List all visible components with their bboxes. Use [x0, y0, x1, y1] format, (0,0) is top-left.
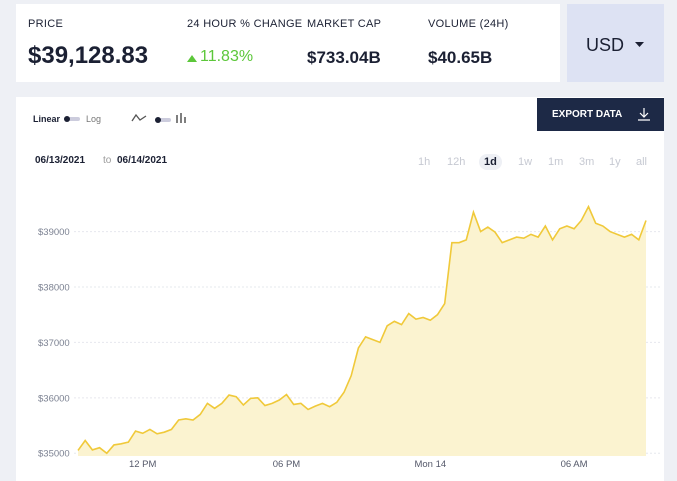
range-button[interactable]: 1m	[548, 156, 564, 168]
download-icon	[638, 108, 650, 121]
change: 11.83%	[200, 48, 254, 65]
range-button[interactable]: 12h	[447, 156, 466, 168]
range-button[interactable]: 1h	[418, 156, 431, 168]
market-cap: $733.04B	[307, 48, 381, 67]
y-tick-label: $38000	[38, 282, 70, 293]
export-label: EXPORT DATA	[552, 109, 623, 120]
stats-card: PRICE $39,128.83 24 HOUR % CHANGE 11.83%…	[16, 4, 560, 82]
currency: USD	[586, 35, 625, 55]
volume: $40.65B	[428, 48, 493, 67]
linear-toggle[interactable]: Linear	[33, 114, 61, 124]
range-button[interactable]: 1w	[518, 156, 533, 168]
caret	[635, 42, 644, 47]
log-toggle[interactable]: Log	[86, 114, 102, 124]
x-tick-label: 06 PM	[273, 459, 301, 470]
date-separator: to	[103, 155, 112, 166]
x-tick-label: Mon 14	[414, 459, 446, 470]
range-button[interactable]: 1d	[479, 154, 502, 170]
change-label: 24 HOUR % CHANGE	[187, 18, 303, 30]
volume-label: VOLUME (24H)	[428, 18, 509, 30]
y-tick-label: $36000	[38, 393, 70, 404]
y-tick-label: $39000	[38, 227, 70, 238]
date-from[interactable]: 06/13/2021	[35, 155, 86, 166]
date-to[interactable]: 06/14/2021	[117, 155, 168, 166]
market-cap-label: MARKET CAP	[307, 18, 382, 30]
range-button[interactable]: 3m	[579, 156, 595, 168]
range-button[interactable]: all	[636, 156, 648, 168]
scale-switch[interactable]	[64, 116, 80, 122]
price-line	[77, 204, 647, 455]
range-button[interactable]: 1y	[609, 156, 621, 168]
export-button[interactable]: EXPORT DATA	[537, 98, 664, 131]
y-tick-label: $37000	[38, 338, 70, 349]
area-fill	[78, 206, 646, 456]
x-tick-label: 06 AM	[561, 459, 588, 470]
chart-type-icons[interactable]	[131, 111, 191, 125]
currency-select[interactable]: USD	[567, 4, 664, 82]
up-arrow	[187, 55, 197, 62]
price: $39,128.83	[28, 42, 149, 69]
y-tick-label: $35000	[38, 449, 70, 460]
price-label: PRICE	[28, 18, 64, 30]
x-tick-label: 12 PM	[129, 459, 157, 470]
